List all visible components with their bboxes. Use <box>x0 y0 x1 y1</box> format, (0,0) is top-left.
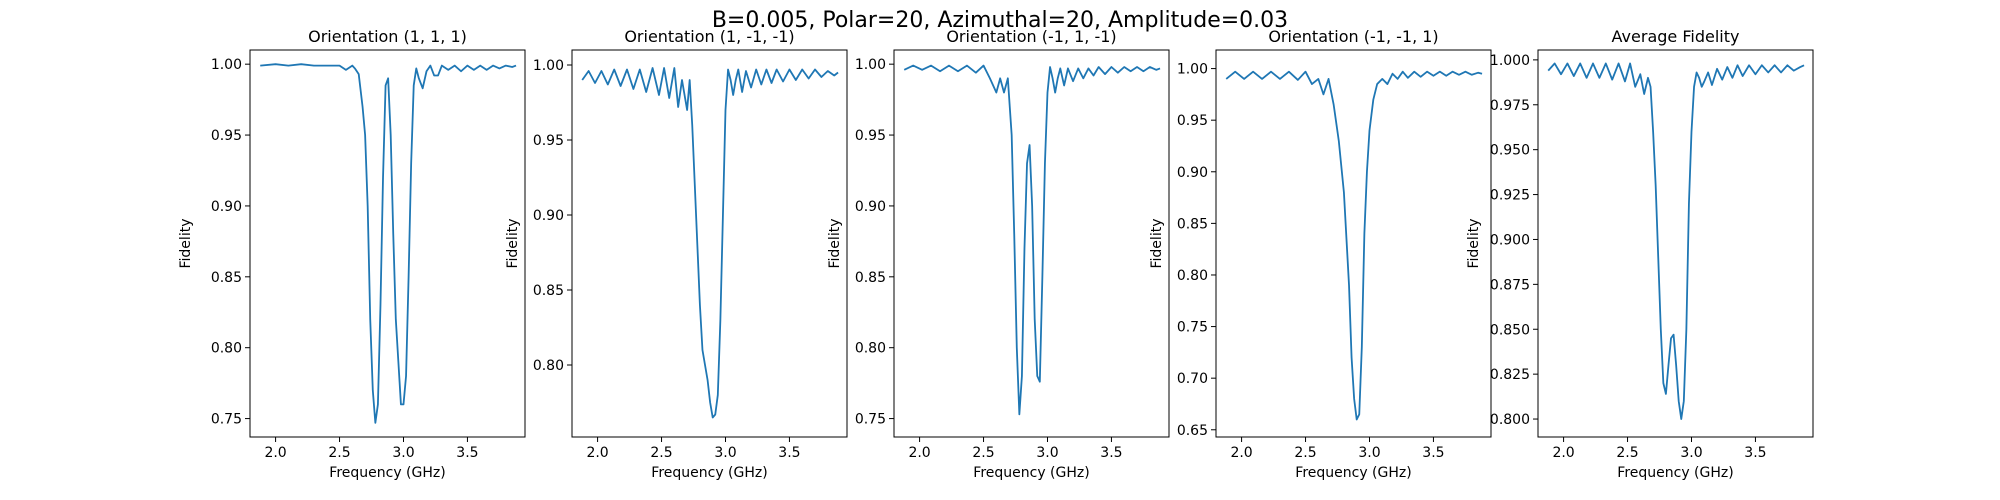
subplots: Orientation (1, 1, 1) 2.0 2.5 3.0 3.5 0.75 0.8… <box>178 27 1814 481</box>
subplot-2: Orientation (1, -1, -1) 2.0 2.5 3.0 3.5 0.80 0… <box>505 27 848 481</box>
y-tick-label: 0.825 <box>1490 367 1530 383</box>
x-tick-label: 3.5 <box>1744 445 1766 461</box>
y-tick-label: 1.00 <box>855 57 886 73</box>
series-line <box>903 64 1161 416</box>
y-tick-label: 0.800 <box>1490 412 1530 428</box>
y-tick-label: 0.95 <box>533 133 564 149</box>
y-tick-label: 0.875 <box>1490 277 1530 293</box>
x-tick-label: 3.5 <box>456 445 478 461</box>
y-tick-label: 0.85 <box>533 283 564 299</box>
x-axis-label: Frequency (GHz) <box>329 465 445 481</box>
y-axis-label: Fidelity <box>827 219 843 269</box>
subplot-1: Orientation (1, 1, 1) 2.0 2.5 3.0 3.5 0.75 0.8… <box>178 27 526 481</box>
y-tick-label: 1.00 <box>211 57 242 73</box>
x-tick-label: 2.5 <box>328 445 350 461</box>
series-line <box>1225 70 1483 421</box>
x-tick-label: 3.5 <box>778 445 800 461</box>
x-tick-label: 3.0 <box>714 445 736 461</box>
x-tick-label: 2.5 <box>1294 445 1316 461</box>
subplot-4: Orientation (-1, -1, 1) 2.0 2.5 3.0 3.5 0.65 0… <box>1149 27 1492 481</box>
subplot-title: Orientation (-1, -1, 1) <box>1268 27 1438 46</box>
y-tick-label: 0.80 <box>1177 268 1208 284</box>
y-tick-label: 0.90 <box>211 199 242 215</box>
y-axis-label: Fidelity <box>505 219 521 269</box>
x-tick-label: 2.5 <box>972 445 994 461</box>
y-tick-label: 0.75 <box>1177 320 1208 336</box>
y-axis-label: Fidelity <box>178 219 194 269</box>
plot-frame <box>893 49 1170 438</box>
series-line <box>581 67 839 419</box>
y-tick-label: 0.75 <box>855 412 886 428</box>
y-tick-label: 0.850 <box>1490 322 1530 338</box>
x-axis-label: Frequency (GHz) <box>1295 465 1411 481</box>
x-tick-label: 2.0 <box>908 445 930 461</box>
x-tick-label: 2.5 <box>650 445 672 461</box>
y-tick-label: 0.95 <box>211 128 242 144</box>
subplot-title: Average Fidelity <box>1612 27 1740 46</box>
series-line <box>260 63 517 424</box>
x-tick-label: 3.0 <box>392 445 414 461</box>
x-tick-label: 3.0 <box>1036 445 1058 461</box>
plot-frame <box>571 49 848 438</box>
y-tick-label: 0.90 <box>855 199 886 215</box>
y-tick-label: 0.95 <box>1177 113 1208 129</box>
x-axis-label: Frequency (GHz) <box>651 465 767 481</box>
y-tick-label: 0.975 <box>1490 98 1530 114</box>
series-line <box>1547 62 1805 420</box>
y-tick-label: 0.80 <box>533 358 564 374</box>
y-tick-label: 0.925 <box>1490 188 1530 204</box>
x-tick-label: 3.0 <box>1358 445 1380 461</box>
subplot-title: Orientation (1, -1, -1) <box>624 27 794 46</box>
y-axis-label: Fidelity <box>1149 219 1165 269</box>
x-tick-label: 2.0 <box>586 445 608 461</box>
x-tick-label: 3.0 <box>1680 445 1702 461</box>
y-tick-label: 1.00 <box>533 58 564 74</box>
x-tick-label: 3.5 <box>1100 445 1122 461</box>
y-tick-label: 0.95 <box>855 128 886 144</box>
figure-suptitle: B=0.005, Polar=20, Azimuthal=20, Amplitu… <box>712 8 1288 33</box>
y-tick-label: 0.90 <box>533 208 564 224</box>
subplot-3: Orientation (-1, 1, -1) 2.0 2.5 3.0 3.5 0.75 0… <box>827 27 1170 481</box>
y-tick-label: 0.900 <box>1490 232 1530 248</box>
y-tick-label: 0.85 <box>1177 216 1208 232</box>
y-tick-label: 0.75 <box>211 412 242 428</box>
subplot-5: Average Fidelity 2.0 2.5 3.0 3.5 0.800 0.825 0.… <box>1466 27 1814 481</box>
x-tick-label: 2.0 <box>1552 445 1574 461</box>
y-tick-label: 0.950 <box>1490 143 1530 159</box>
subplot-title: Orientation (-1, 1, -1) <box>946 27 1116 46</box>
y-tick-label: 0.70 <box>1177 371 1208 387</box>
y-tick-label: 0.80 <box>855 341 886 357</box>
y-tick-label: 0.85 <box>211 270 242 286</box>
y-tick-label: 1.00 <box>1177 62 1208 78</box>
subplot-title: Orientation (1, 1, 1) <box>308 27 467 46</box>
x-tick-label: 2.5 <box>1616 445 1638 461</box>
y-axis-label: Fidelity <box>1466 219 1482 269</box>
plot-frame <box>1215 49 1492 438</box>
y-tick-label: 0.85 <box>855 270 886 286</box>
y-tick-label: 0.80 <box>211 341 242 357</box>
x-tick-label: 2.0 <box>264 445 286 461</box>
plot-frame <box>249 49 526 438</box>
x-tick-label: 2.0 <box>1230 445 1252 461</box>
x-axis-label: Frequency (GHz) <box>973 465 1089 481</box>
y-tick-label: 1.000 <box>1490 53 1530 69</box>
y-tick-label: 0.65 <box>1177 423 1208 439</box>
y-tick-label: 0.90 <box>1177 165 1208 181</box>
plot-frame <box>1537 49 1814 438</box>
x-axis-label: Frequency (GHz) <box>1617 465 1733 481</box>
x-tick-label: 3.5 <box>1422 445 1444 461</box>
